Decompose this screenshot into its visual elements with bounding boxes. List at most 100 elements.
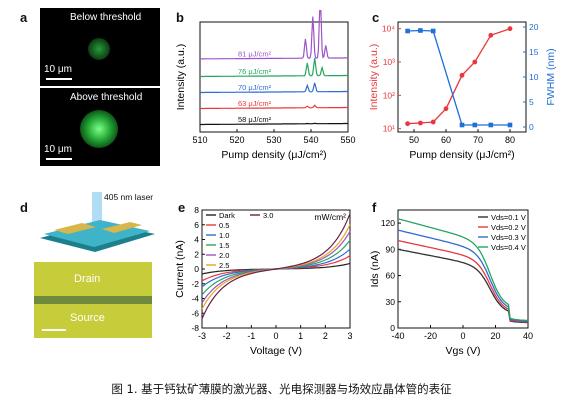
c-point-0-2 bbox=[430, 119, 436, 125]
e-y-tick-label: 6 bbox=[194, 220, 199, 230]
e-series-line-6 bbox=[201, 213, 351, 320]
b-x-label: Pump density (μJ/cm²) bbox=[221, 149, 326, 161]
c-point-1-5 bbox=[488, 122, 494, 128]
e-y-tick-label: -8 bbox=[191, 323, 199, 333]
f-y-tick-label: 90 bbox=[386, 244, 396, 254]
c-x-tick-label: 60 bbox=[441, 135, 451, 145]
c-y-tick-label: 10⁴ bbox=[382, 24, 395, 34]
c-y-tick-label: 10³ bbox=[383, 57, 395, 67]
f-y-tick-label: 30 bbox=[386, 297, 396, 307]
b-series-label-0: 58 μJ/cm² bbox=[238, 115, 272, 124]
chart-c: 50 60 70 80 10¹ 10² 10³ 10⁴ 0 5 10 15 20 Pump density… bbox=[368, 21, 557, 161]
c-y-label: Intensity (a.u.) bbox=[368, 44, 380, 111]
chart-f: -40 -20 0 20 40 0 30 60 90 120 Vgs (V) Ids (nA) Vds=… bbox=[369, 209, 533, 357]
e-x-tick-label: -1 bbox=[247, 331, 255, 341]
c-x-tick-label: 50 bbox=[409, 135, 419, 145]
b-series-line-0 bbox=[200, 122, 348, 126]
b-series-label-1: 63 μJ/cm² bbox=[238, 99, 272, 108]
c-point-0-4 bbox=[459, 72, 465, 78]
below-threshold-text: Below threshold bbox=[70, 12, 142, 23]
c-point-0-7 bbox=[507, 26, 513, 32]
c-point-1-4 bbox=[472, 122, 478, 128]
c-y-tick-label: 10¹ bbox=[383, 124, 395, 134]
source-label: Source bbox=[70, 312, 105, 324]
electrode-left bbox=[54, 223, 96, 234]
drain-label: Drain bbox=[74, 273, 101, 285]
b-x-tick-label: 540 bbox=[303, 135, 318, 145]
c-point-0-6 bbox=[488, 32, 494, 38]
c-point-0-3 bbox=[443, 106, 449, 112]
e-legend-label-5: 2.5 bbox=[219, 261, 229, 270]
b-series-line-3 bbox=[200, 58, 348, 78]
panel-label-f: f bbox=[372, 200, 377, 215]
e-y-tick-label: 0 bbox=[194, 264, 199, 274]
b-x-tick-label: 550 bbox=[340, 135, 355, 145]
f-y-tick-label: 120 bbox=[381, 218, 395, 228]
f-series-line-1 bbox=[397, 239, 529, 323]
scale-bar-label-top: 10 μm bbox=[44, 64, 72, 75]
channel-gap bbox=[34, 296, 152, 304]
c-point-1-3 bbox=[459, 122, 465, 128]
b-x-tick-label: 530 bbox=[266, 135, 281, 145]
f-y-label: Ids (nA) bbox=[369, 251, 381, 288]
device-schematic bbox=[40, 192, 155, 252]
b-y-label: Intensity (a.u.) bbox=[175, 44, 187, 111]
b-axes-frame bbox=[199, 21, 349, 133]
b-series-label-2: 70 μJ/cm² bbox=[238, 83, 272, 92]
laser-label: 405 nm laser bbox=[104, 192, 154, 202]
f-x-tick-label: -40 bbox=[391, 331, 404, 341]
b-series-line-4 bbox=[200, 10, 348, 60]
c-y2-tick-label: 15 bbox=[529, 47, 539, 57]
e-x-label: Voltage (V) bbox=[250, 345, 302, 357]
e-legend-label-1: 0.5 bbox=[219, 221, 229, 230]
above-threshold-text: Above threshold bbox=[70, 92, 143, 103]
f-series-line-3 bbox=[397, 218, 529, 322]
e-legend-label-4: 2.0 bbox=[219, 251, 229, 260]
laser-beam bbox=[92, 192, 102, 228]
c-y-tick-label: 10² bbox=[383, 90, 395, 100]
e-y-tick-label: 4 bbox=[194, 235, 199, 245]
c-series-line-0 bbox=[407, 28, 511, 125]
panel-label-b: b bbox=[176, 10, 184, 25]
panel-label-d: d bbox=[20, 200, 28, 215]
f-series-line-0 bbox=[397, 248, 529, 324]
c-x-label: Pump density (μJ/cm²) bbox=[409, 149, 514, 161]
b-x-tick-label: 520 bbox=[229, 135, 244, 145]
f-x-tick-label: 0 bbox=[460, 331, 465, 341]
c-point-0-0 bbox=[405, 121, 410, 127]
figure-caption: 图 1. 基于钙钛矿薄膜的激光器、光电探测器与场效应晶体管的表征 bbox=[111, 382, 452, 396]
b-series-line-2 bbox=[200, 82, 348, 94]
c-series-line-1 bbox=[407, 29, 510, 126]
e-y-tick-label: -4 bbox=[191, 294, 199, 304]
f-legend-label-1: Vds=0.2 V bbox=[491, 223, 526, 232]
micro-image-above bbox=[40, 88, 160, 166]
f-legend-label-0: Vds=0.1 V bbox=[491, 213, 526, 222]
panel-label-e: e bbox=[178, 200, 186, 215]
c-point-1-6 bbox=[507, 122, 513, 128]
panel-label-a: a bbox=[20, 10, 28, 25]
e-x-tick-label: -2 bbox=[223, 331, 231, 341]
e-y-label: Current (nA) bbox=[174, 240, 186, 298]
e-y-tick-label: -6 bbox=[191, 308, 199, 318]
c-point-1-0 bbox=[405, 28, 410, 34]
e-x-tick-label: -3 bbox=[198, 331, 206, 341]
chart-b: 510 520 530 540 550 Pump density (μJ/cm²) Inte… bbox=[175, 10, 356, 161]
e-y-tick-label: 8 bbox=[194, 205, 199, 215]
b-series-line-1 bbox=[200, 104, 348, 110]
c-x-tick-label: 70 bbox=[473, 135, 483, 145]
device-photo bbox=[34, 262, 152, 338]
f-legend-label-3: Vds=0.4 V bbox=[491, 243, 526, 252]
b-x-tick-label: 510 bbox=[192, 135, 207, 145]
e-x-tick-label: 0 bbox=[273, 331, 278, 341]
f-x-tick-label: -20 bbox=[424, 331, 437, 341]
lasing-spot bbox=[80, 110, 118, 148]
scale-bar-label-bottom: 10 μm bbox=[44, 144, 72, 155]
chart-e: -3 -2 -1 0 1 2 3 -8 -6 -4 -2 0 2 4 6 8 Voltage (V) Curren… bbox=[174, 205, 353, 357]
f-x-label: Vgs (V) bbox=[445, 345, 480, 357]
green-spot bbox=[88, 38, 110, 60]
c-x-tick-label: 80 bbox=[505, 135, 515, 145]
c-point-0-1 bbox=[418, 120, 423, 126]
e-legend-label-6: 3.0 bbox=[263, 211, 273, 220]
f-y-tick-label: 0 bbox=[390, 323, 395, 333]
e-legend-label-0: Dark bbox=[219, 211, 235, 220]
